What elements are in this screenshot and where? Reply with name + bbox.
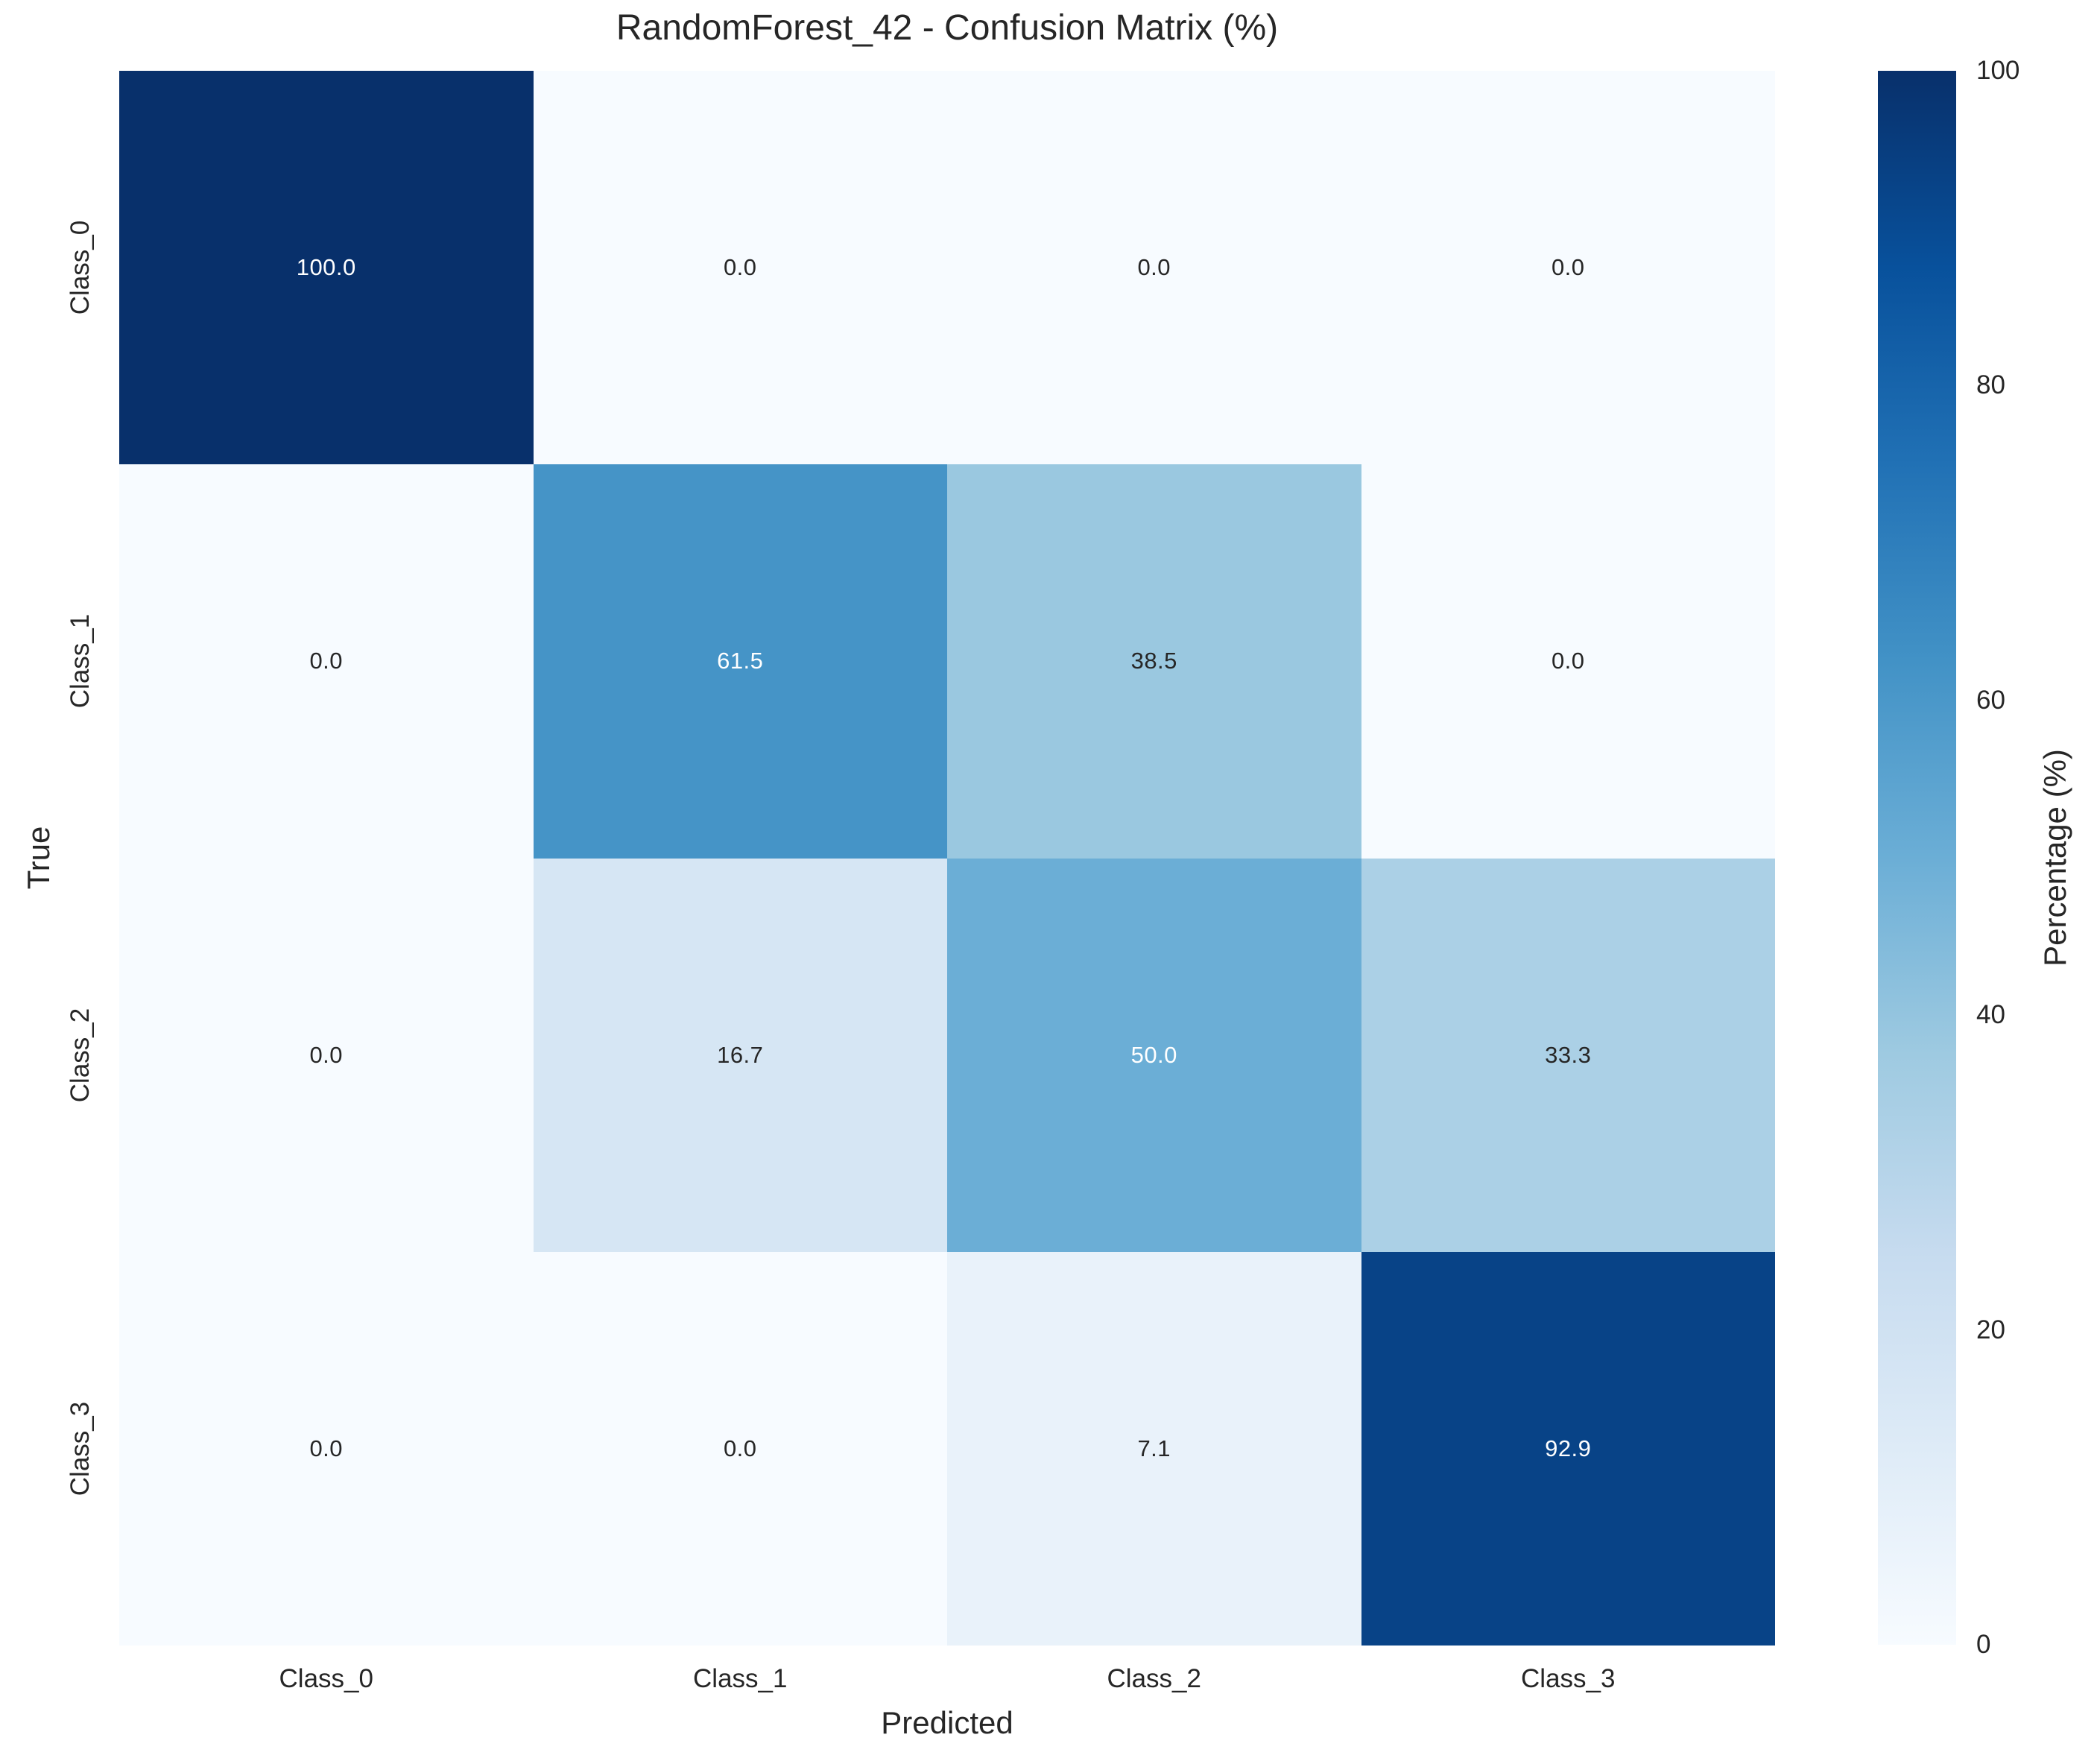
cell-value: 7.1 [1137, 1435, 1171, 1461]
cell-value: 92.9 [1545, 1435, 1592, 1461]
heatmap-cell-r0c0: 100.0 [119, 71, 534, 465]
heatmap-cell-r0c2: 0.0 [947, 71, 1361, 465]
cell-value: 38.5 [1130, 648, 1177, 674]
cell-value: 33.3 [1545, 1041, 1592, 1068]
colorbar-tick-40: 40 [1976, 1000, 2005, 1030]
y-tick-label-0: Class_0 [66, 220, 95, 315]
cell-value: 16.7 [717, 1041, 764, 1068]
colorbar-tick-20: 20 [1976, 1315, 2005, 1344]
heatmap-cell-r0c3: 0.0 [1361, 71, 1775, 465]
y-axis-title: True [21, 826, 56, 890]
cell-value: 0.0 [723, 1435, 757, 1461]
colorbar-title: Percentage (%) [2037, 749, 2072, 967]
y-tick-label-2: Class_2 [66, 1008, 95, 1102]
cell-value: 0.0 [1551, 648, 1585, 674]
colorbar-tick-80: 80 [1976, 370, 2005, 400]
heatmap-cell-r1c3: 0.0 [1361, 464, 1775, 859]
heatmap-cell-r1c0: 0.0 [119, 464, 534, 859]
heatmap-cell-r3c2: 7.1 [947, 1251, 1361, 1646]
cell-value: 100.0 [296, 254, 356, 281]
cell-value: 0.0 [309, 1435, 344, 1461]
x-axis-tick-labels: Class_0 Class_1 Class_2 Class_3 [119, 1664, 1775, 1694]
y-tick-label-1: Class_1 [66, 614, 95, 709]
colorbar-tick-0: 0 [1976, 1630, 1991, 1659]
x-tick-label-0: Class_0 [279, 1664, 373, 1693]
heatmap-cell-r3c1: 0.0 [533, 1251, 947, 1646]
cell-value: 0.0 [723, 254, 757, 281]
cell-value: 0.0 [1137, 254, 1171, 281]
colorbar-gradient [1878, 71, 1956, 1645]
cell-value: 50.0 [1130, 1041, 1177, 1068]
cell-value: 61.5 [717, 648, 764, 674]
x-axis-title: Predicted [881, 1705, 1013, 1740]
x-tick-label-3: Class_3 [1521, 1664, 1616, 1693]
heatmap-cell-r2c3: 33.3 [1361, 858, 1775, 1252]
chart-title: RandomForest_42 - Confusion Matrix (%) [616, 8, 1279, 48]
heatmap-cell-r3c3: 92.9 [1361, 1251, 1775, 1646]
colorbar-tick-100: 100 [1976, 56, 2020, 85]
heatmap-cell-r3c0: 0.0 [119, 1251, 534, 1646]
x-tick-label-1: Class_1 [693, 1664, 788, 1693]
heatmap-cell-r0c1: 0.0 [533, 71, 947, 465]
heatmap-grid: 100.0 0.0 0.0 0.0 0.0 61.5 38.5 0.0 0.0 16.7 50.0 3… [119, 71, 1775, 1646]
heatmap-cell-r2c2: 50.0 [947, 858, 1361, 1252]
colorbar-tick-60: 60 [1976, 685, 2005, 715]
heatmap-cell-r1c2: 38.5 [947, 464, 1361, 859]
heatmap-cell-r2c0: 0.0 [119, 858, 534, 1252]
y-tick-label-3: Class_3 [66, 1401, 95, 1496]
x-tick-label-2: Class_2 [1107, 1664, 1201, 1693]
cell-value: 0.0 [309, 1041, 344, 1068]
heatmap-cell-r1c1: 61.5 [533, 464, 947, 859]
cell-value: 0.0 [1551, 254, 1585, 281]
cell-value: 0.0 [309, 648, 344, 674]
heatmap-cell-r2c1: 16.7 [533, 858, 947, 1252]
